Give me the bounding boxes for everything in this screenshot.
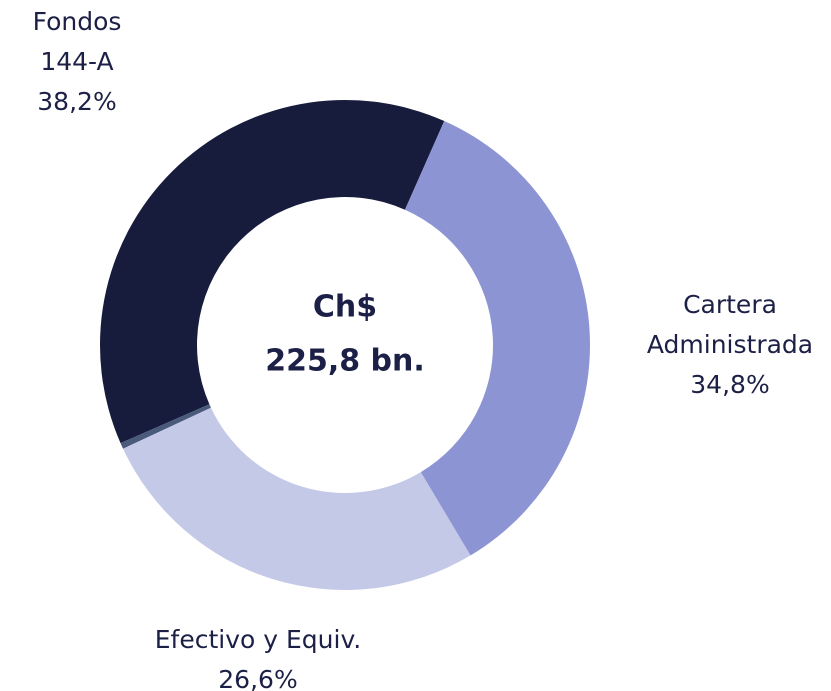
- donut-slice: [404, 121, 590, 556]
- slice-label: Fondos 144-A 38,2%: [12, 2, 142, 122]
- donut-slice: [100, 100, 445, 444]
- slice-label: Cartera Administrada 34,8%: [620, 285, 831, 405]
- donut-slice: [123, 407, 471, 590]
- donut-slice: [120, 404, 211, 449]
- category-label: Fondos 144-A: [32, 7, 122, 76]
- slice-label: Efectivo y Equiv. 26,6%: [98, 620, 418, 691]
- value-label: 34,8%: [690, 370, 770, 399]
- center-text: 225,8 bn.: [265, 344, 425, 379]
- value-label: 38,2%: [37, 87, 117, 116]
- center-text: Ch$: [313, 290, 377, 325]
- category-label: Efectivo y Equiv.: [154, 625, 362, 654]
- category-label: Cartera Administrada: [646, 290, 814, 359]
- value-label: 26,6%: [218, 665, 298, 691]
